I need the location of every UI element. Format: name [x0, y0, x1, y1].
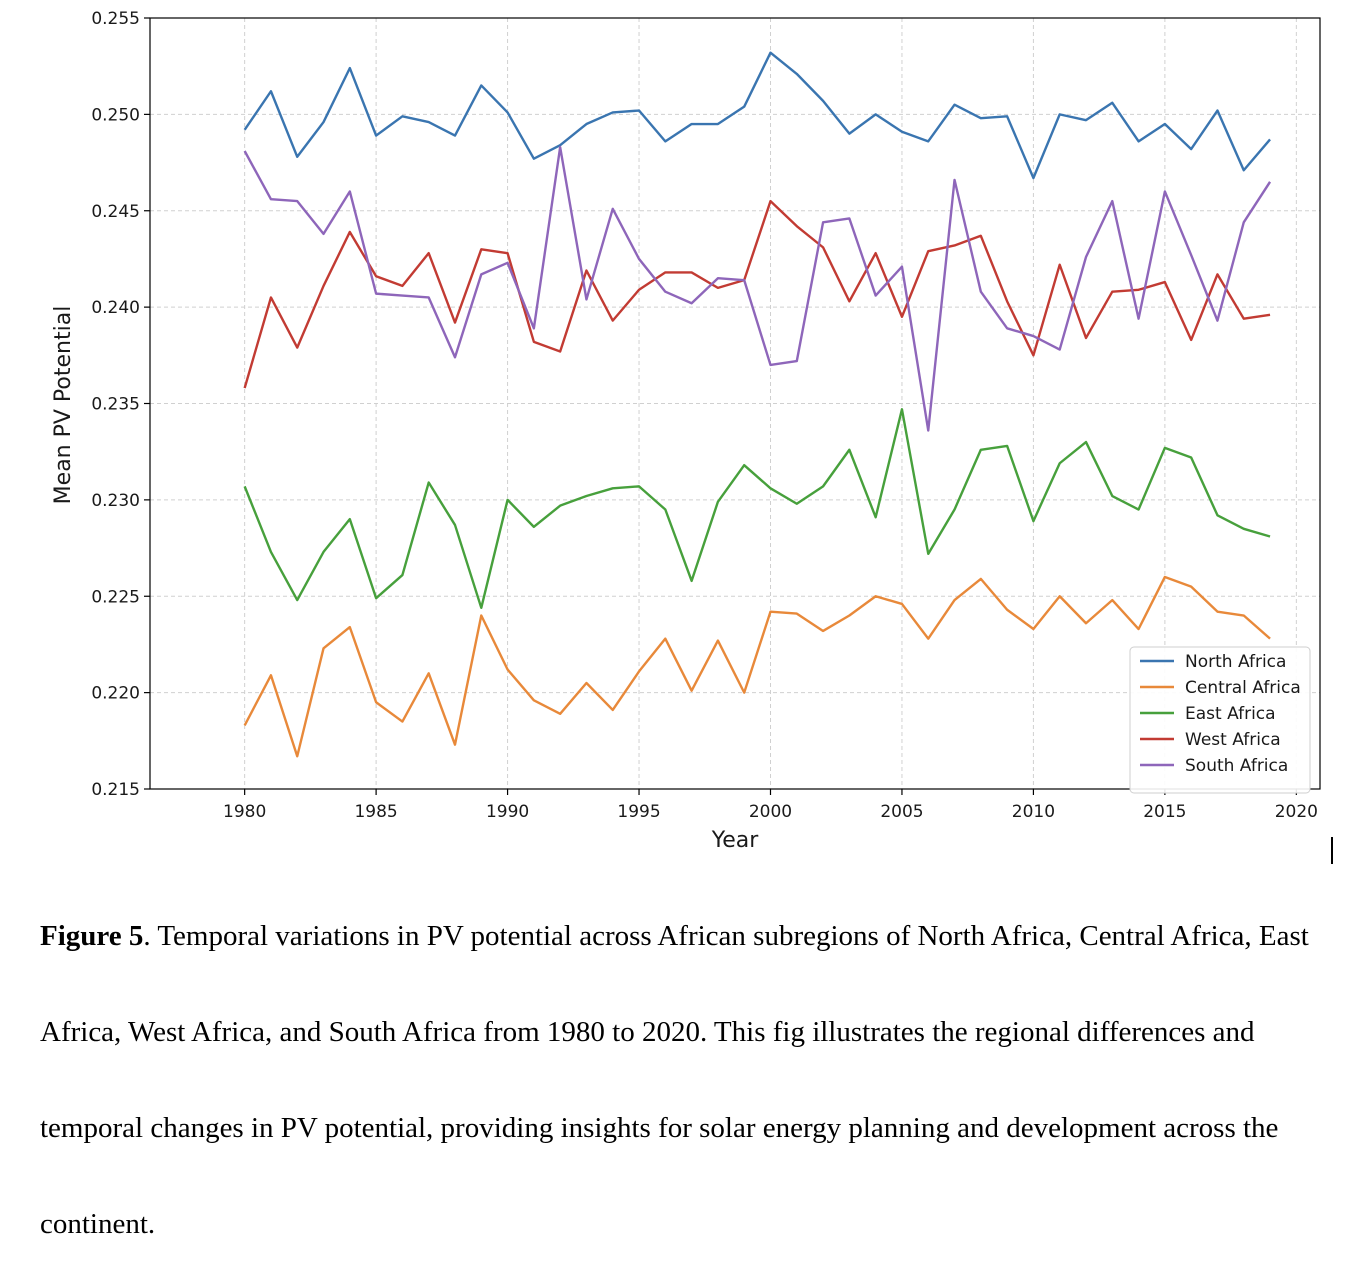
caption-text: . Temporal variations in PV potential ac…: [40, 920, 1309, 1240]
x-tick-label: 2010: [1012, 802, 1055, 822]
x-axis-ticks: 1980 1985 1990 1995 2000 2005 2010 2015 2020: [223, 789, 1318, 822]
series-line-1: [243, 575, 1271, 758]
legend-label: Central Africa: [1185, 678, 1301, 698]
legend: North Africa Central Africa East Africa Wes…: [1129, 646, 1311, 794]
legend-label: West Africa: [1185, 730, 1281, 750]
legend-label: North Africa: [1185, 652, 1286, 672]
y-tick-label: 0.225: [91, 587, 140, 607]
text-cursor: [1331, 837, 1333, 864]
y-tick-label: 0.215: [91, 780, 140, 800]
series-line-0: [243, 51, 1271, 180]
x-tick-label: 2005: [880, 802, 923, 822]
y-axis-ticks: 0.215 0.220 0.225 0.230 0.235 0.240 0.245 0.250…: [91, 9, 150, 800]
series-lines: [243, 51, 1272, 758]
x-tick-label: 2000: [749, 802, 792, 822]
x-tick-label: 2020: [1275, 802, 1318, 822]
legend-label: South Africa: [1185, 756, 1288, 776]
line-chart: 1980 1985 1990 1995 2000 2005 2010 2015 2020 0.2…: [51, 9, 1321, 853]
y-tick-label: 0.255: [91, 9, 140, 29]
y-tick-label: 0.230: [91, 491, 140, 511]
y-tick-label: 0.235: [91, 395, 140, 415]
x-tick-label: 1990: [486, 802, 529, 822]
series-line-3: [243, 199, 1271, 389]
legend-label: East Africa: [1185, 704, 1276, 724]
series-line-2: [243, 408, 1271, 610]
x-tick-label: 1985: [354, 802, 397, 822]
x-tick-label: 1980: [223, 802, 266, 822]
y-tick-label: 0.245: [91, 202, 140, 222]
x-tick-label: 1995: [617, 802, 660, 822]
figure-caption: Figure 5. Temporal variations in PV pote…: [40, 888, 1330, 1272]
legend-box: [1129, 646, 1311, 794]
y-axis-label: Mean PV Potential: [51, 306, 76, 505]
x-axis-label: Year: [711, 828, 760, 853]
y-tick-label: 0.250: [91, 105, 140, 125]
x-tick-label: 2015: [1143, 802, 1186, 822]
caption-label: Figure 5: [40, 920, 144, 952]
y-tick-label: 0.240: [91, 298, 140, 318]
y-tick-label: 0.220: [91, 684, 140, 704]
series-line-4: [243, 145, 1272, 432]
